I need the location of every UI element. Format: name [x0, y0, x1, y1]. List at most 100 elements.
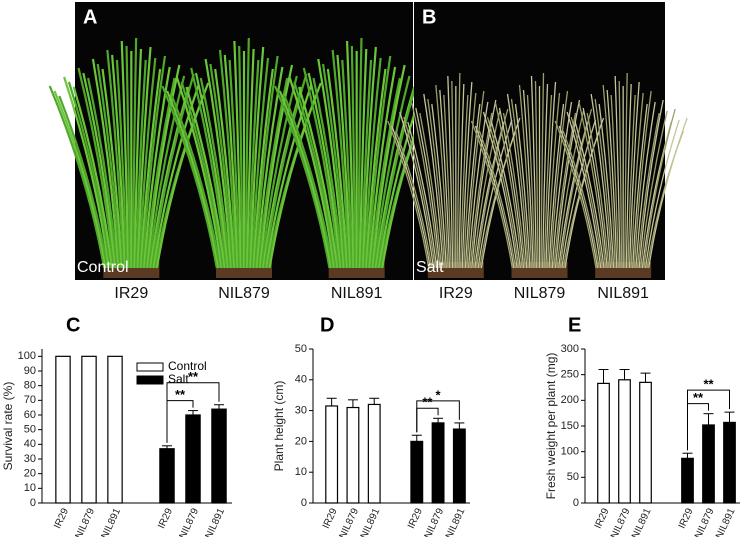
- leaf: [543, 94, 553, 269]
- bar: [452, 428, 466, 504]
- leaf: [606, 89, 618, 269]
- y-tick-label: 60: [24, 409, 36, 421]
- leaf: [101, 68, 123, 269]
- leaf: [136, 46, 152, 269]
- y-tick-label: 100: [18, 350, 36, 362]
- leaf: [554, 120, 597, 269]
- y-tick-label: 70: [24, 394, 36, 406]
- leaf: [598, 103, 615, 269]
- leaf: [542, 83, 549, 269]
- leaf: [458, 83, 465, 269]
- leaf: [96, 63, 122, 269]
- leaf: [526, 94, 536, 269]
- legend-swatch: [136, 362, 164, 372]
- leaf: [641, 121, 672, 269]
- bar: [431, 422, 445, 504]
- leaf: [391, 125, 431, 269]
- leaf: [321, 63, 347, 269]
- leaf: [247, 59, 260, 269]
- leaf: [474, 121, 505, 269]
- y-tick-label: 30: [295, 405, 307, 417]
- leaf: [387, 120, 430, 269]
- bar: [597, 382, 610, 504]
- leaf: [456, 72, 461, 269]
- bar: [410, 440, 424, 504]
- x-tick-label: NIL879: [423, 506, 447, 537]
- leaf: [139, 68, 162, 269]
- leaf: [238, 45, 244, 269]
- leaf: [82, 72, 117, 269]
- leaf: [648, 117, 688, 269]
- y-tick-label: 0: [301, 497, 307, 509]
- y-tick-label: 20: [24, 468, 36, 480]
- leaf: [415, 107, 441, 269]
- leaf: [190, 67, 228, 269]
- leaf: [358, 48, 368, 269]
- leaf: [293, 81, 337, 269]
- leaf: [636, 112, 660, 269]
- leaf: [260, 75, 298, 269]
- x-tick-label: NIL879: [337, 506, 361, 537]
- leaf: [331, 49, 350, 269]
- leaf: [244, 37, 250, 269]
- leaf: [562, 130, 600, 269]
- line-label: NIL891: [331, 285, 383, 302]
- bar: [325, 405, 339, 504]
- significance-label: **: [175, 387, 186, 402]
- significance-bracket: [166, 382, 220, 443]
- bar: [107, 355, 123, 504]
- y-tick-label: 50: [567, 471, 579, 483]
- leaf: [249, 46, 265, 269]
- leaf: [368, 66, 397, 269]
- leaf: [635, 101, 656, 269]
- leaf: [302, 67, 341, 269]
- legend-label: Control: [168, 359, 207, 373]
- bar: [702, 424, 715, 504]
- leaf: [477, 119, 513, 269]
- leaf: [283, 95, 334, 269]
- leaf: [371, 64, 406, 269]
- leaf: [502, 112, 526, 269]
- significance-label: *: [436, 387, 442, 402]
- leaf: [439, 89, 451, 269]
- bar: [681, 457, 694, 504]
- leaf: [91, 58, 120, 269]
- leaf: [624, 72, 628, 269]
- x-tick-label: IR29: [677, 506, 696, 530]
- y-tick-label: 0: [30, 497, 36, 509]
- leaf: [366, 55, 392, 269]
- condition-label: Control: [77, 259, 129, 276]
- x-tick-label: NIL891: [630, 506, 654, 537]
- leaf: [77, 67, 115, 269]
- leaf: [467, 101, 489, 269]
- leaf: [640, 110, 668, 269]
- leaf: [518, 84, 533, 269]
- leaf: [461, 81, 473, 269]
- leaf: [602, 84, 616, 269]
- leaf: [125, 45, 131, 269]
- leaf: [530, 75, 537, 269]
- x-tick-label: NIL891: [359, 506, 383, 537]
- y-tick-label: 150: [561, 420, 579, 432]
- leaf: [463, 92, 477, 269]
- leaf: [466, 90, 485, 269]
- leaf: [166, 90, 220, 269]
- leaf: [223, 54, 239, 269]
- x-tick-label: NIL891: [444, 506, 468, 537]
- leaf: [561, 119, 597, 269]
- leaf: [336, 54, 352, 269]
- significance-bracket: [687, 389, 730, 451]
- leaf: [180, 81, 225, 269]
- y-tick-label: 20: [295, 435, 307, 447]
- y-tick-label: 40: [24, 438, 36, 450]
- leaf: [175, 76, 223, 269]
- leaf: [146, 64, 181, 269]
- leaf: [252, 68, 274, 269]
- leaf: [209, 63, 234, 269]
- bar: [81, 355, 97, 504]
- leaf: [376, 73, 421, 269]
- x-tick-label: NIL879: [609, 506, 633, 537]
- legend-swatch: [136, 375, 164, 385]
- y-axis-label: Plant height (cm): [272, 381, 286, 472]
- leaf: [411, 102, 439, 269]
